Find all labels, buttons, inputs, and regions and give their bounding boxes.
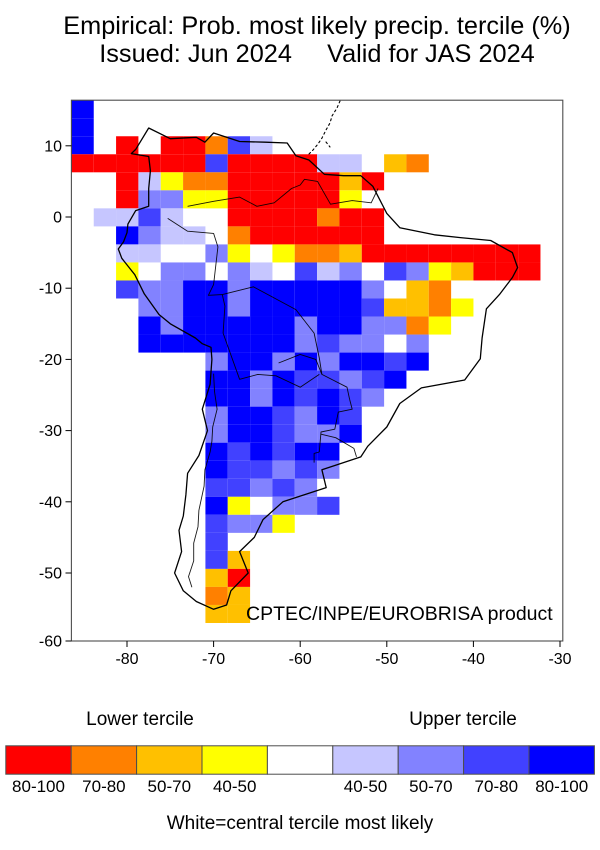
svg-text:-80: -80 <box>115 651 138 668</box>
svg-text:Empirical: Prob. most likely p: Empirical: Prob. most likely precip. ter… <box>63 12 570 40</box>
svg-text:White=central tercile most lik: White=central tercile most likely <box>167 813 434 834</box>
svg-text:40-50: 40-50 <box>213 777 256 796</box>
svg-text:50-70: 50-70 <box>148 777 191 796</box>
svg-text:50-70: 50-70 <box>409 777 452 796</box>
svg-text:-50: -50 <box>375 651 398 668</box>
svg-text:0: 0 <box>53 210 62 227</box>
svg-text:Upper tercile: Upper tercile <box>409 709 517 730</box>
svg-text:80-100: 80-100 <box>12 777 65 796</box>
svg-text:-10: -10 <box>39 281 62 298</box>
svg-text:70-80: 70-80 <box>82 777 125 796</box>
svg-text:CPTEC/INPE/EUROBRISA product: CPTEC/INPE/EUROBRISA product <box>246 603 553 625</box>
svg-text:Issued: Jun 2024 Valid for: Issued: Jun 2024 Valid for JAS 2024 <box>99 40 534 68</box>
svg-text:70-80: 70-80 <box>475 777 518 796</box>
svg-text:-30: -30 <box>548 651 571 668</box>
svg-text:-40: -40 <box>462 651 485 668</box>
svg-text:-70: -70 <box>202 651 225 668</box>
svg-text:80-100: 80-100 <box>535 777 588 796</box>
svg-text:-50: -50 <box>39 566 62 583</box>
svg-text:-60: -60 <box>39 634 62 651</box>
svg-text:-20: -20 <box>39 352 62 369</box>
svg-text:40-50: 40-50 <box>344 777 387 796</box>
svg-text:10: 10 <box>44 138 62 155</box>
svg-text:-30: -30 <box>39 423 62 440</box>
svg-text:Lower tercile: Lower tercile <box>86 709 194 730</box>
svg-text:-40: -40 <box>39 494 62 511</box>
svg-text:-60: -60 <box>289 651 312 668</box>
